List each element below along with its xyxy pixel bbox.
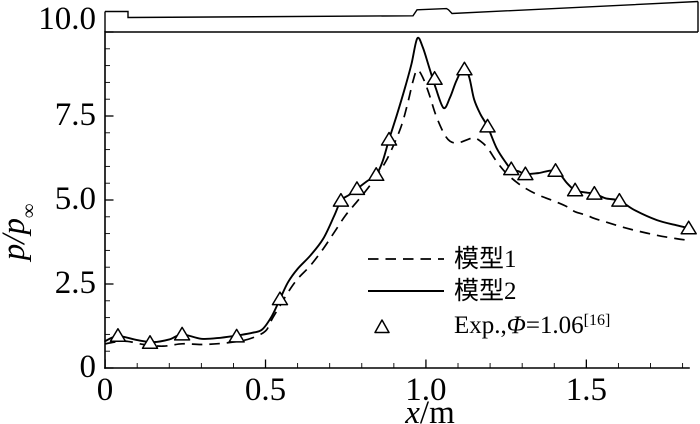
svg-text:2.5: 2.5 <box>55 265 96 301</box>
svg-text:1.5: 1.5 <box>566 372 607 408</box>
svg-text:0.5: 0.5 <box>245 372 286 408</box>
svg-text:Exp.,Φ=1.06[16]: Exp.,Φ=1.06[16] <box>454 312 610 340</box>
svg-text:10.0: 10.0 <box>38 1 96 37</box>
svg-text:0: 0 <box>97 372 114 408</box>
svg-text:模型1: 模型1 <box>454 245 517 273</box>
svg-text:x/m: x/m <box>404 395 455 424</box>
svg-text:0: 0 <box>80 349 97 385</box>
svg-text:5.0: 5.0 <box>55 181 96 217</box>
svg-text:模型2: 模型2 <box>454 277 517 305</box>
svg-text:p/p∞: p/p∞ <box>0 204 40 262</box>
svg-text:7.5: 7.5 <box>55 97 96 133</box>
